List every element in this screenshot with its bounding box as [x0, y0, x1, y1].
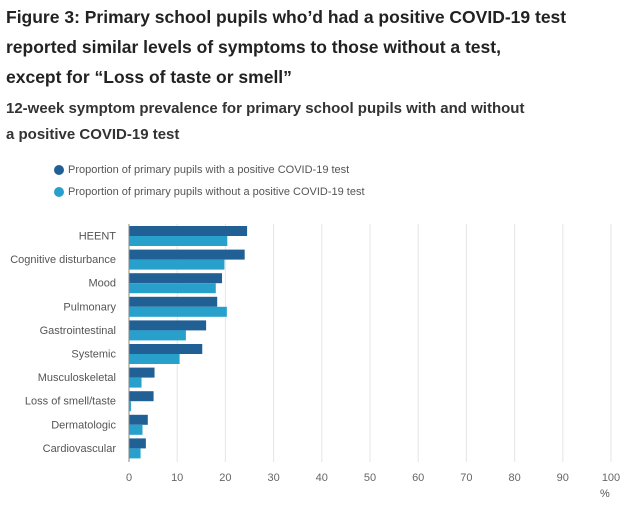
- category-label: HEENT: [79, 231, 117, 243]
- bar-without-test: [129, 306, 227, 317]
- bar-with-test: [129, 414, 148, 425]
- bar-with-test: [129, 226, 248, 236]
- bar-without-test: [129, 259, 225, 270]
- bar-with-test: [129, 391, 154, 402]
- x-tick-label: 50: [364, 472, 376, 484]
- category-label: Systemic: [71, 349, 116, 361]
- bar-with-test: [129, 273, 223, 284]
- x-tick-label: 90: [557, 472, 569, 484]
- bar-without-test: [129, 424, 143, 435]
- bar-with-test: [129, 249, 245, 260]
- legend-label-with-test: Proportion of primary pupils with a posi…: [68, 164, 350, 176]
- bar-without-test: [129, 354, 180, 364]
- legend-swatch-with-test: [54, 165, 64, 175]
- bar-chart: 0 10 20 30 40 50 60 70 80 90 100 HEENT Cognitive dis…: [10, 224, 620, 484]
- category-label: Pulmonary: [63, 301, 116, 313]
- x-tick-label: 0: [126, 472, 132, 484]
- x-tick-label: 30: [267, 472, 279, 484]
- legend-swatch-without-test: [54, 187, 64, 197]
- category-label: Dermatologic: [51, 419, 116, 431]
- chart-subtitle-line: a positive COVID-19 test: [6, 126, 180, 143]
- x-tick-label: 20: [219, 472, 231, 484]
- category-label: Cognitive disturbance: [10, 254, 116, 266]
- bar-without-test: [129, 377, 142, 388]
- chart-subtitle-line: 12-week symptom prevalence for primary s…: [6, 100, 525, 117]
- category-label: Gastrointestinal: [40, 325, 116, 337]
- chart-subtitle: 12-week symptom prevalence for primary s…: [6, 96, 606, 148]
- chart-title-line: except for “Loss of taste or smell”: [6, 67, 292, 87]
- bar-without-test: [129, 330, 186, 341]
- bar-without-test: [129, 448, 141, 459]
- x-tick-label: 70: [460, 472, 472, 484]
- category-label: Mood: [88, 278, 116, 290]
- category-label: Loss of smell/taste: [25, 396, 116, 408]
- x-tick-label: 80: [508, 472, 520, 484]
- legend-item-with-test: Proportion of primary pupils with a posi…: [54, 162, 365, 184]
- chart-title: Figure 3: Primary school pupils who’d ha…: [6, 2, 626, 92]
- bar-without-test: [129, 401, 131, 412]
- legend-label-without-test: Proportion of primary pupils without a p…: [68, 186, 365, 198]
- bar-with-test: [129, 296, 218, 307]
- x-tick-label: 60: [412, 472, 424, 484]
- x-tick-label: 100: [602, 472, 620, 484]
- bar-with-test: [129, 344, 203, 354]
- chart-title-line: reported similar levels of symptoms to t…: [6, 37, 501, 57]
- bar-with-test: [129, 320, 207, 331]
- x-tick-label: 10: [171, 472, 183, 484]
- chart-title-line: Figure 3: Primary school pupils who’d ha…: [6, 7, 567, 27]
- category-label: Musculoskeletal: [38, 372, 116, 384]
- bar-without-test: [129, 283, 216, 294]
- x-axis-unit: %: [600, 488, 610, 500]
- legend-item-without-test: Proportion of primary pupils without a p…: [54, 184, 365, 206]
- chart-legend: Proportion of primary pupils with a posi…: [54, 162, 365, 206]
- category-label: Cardiovascular: [43, 443, 117, 455]
- bar-with-test: [129, 367, 155, 378]
- x-tick-label: 40: [316, 472, 328, 484]
- bar-without-test: [129, 236, 228, 246]
- bar-with-test: [129, 438, 146, 449]
